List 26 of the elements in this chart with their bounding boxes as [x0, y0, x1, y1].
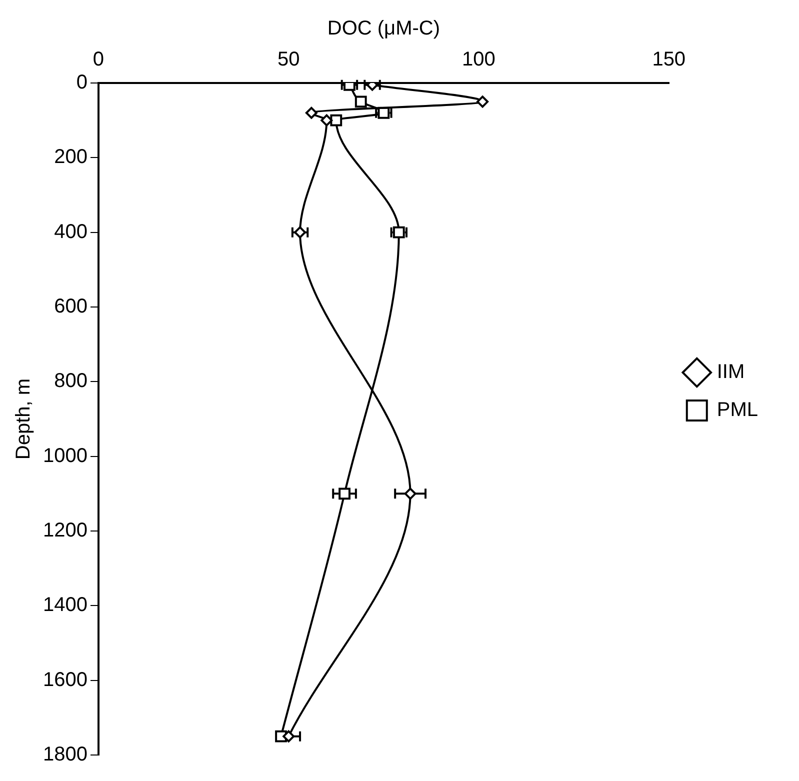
- point: [354, 96, 367, 108]
- y-tick-label: 1000: [42, 444, 88, 467]
- y-tick-label: 400: [54, 220, 88, 243]
- y-tick-label: 1600: [42, 668, 88, 691]
- y-tick-label: 0: [76, 72, 88, 94]
- x-tick-label: 0: [92, 48, 104, 71]
- x-tick-label: 100: [462, 48, 496, 71]
- point: [320, 114, 333, 126]
- y-tick-label: 200: [54, 146, 88, 168]
- y-tick-label: 1200: [42, 520, 88, 542]
- point: [338, 488, 350, 500]
- x-tick-label: 50: [277, 48, 300, 71]
- point: [305, 106, 318, 119]
- y-tick-label: 1800: [42, 744, 88, 766]
- x-axis-title: DOC (μM-C): [327, 18, 440, 40]
- point: [476, 96, 489, 108]
- point: [404, 488, 416, 500]
- point: [330, 114, 342, 126]
- legend-label: PML: [716, 399, 758, 422]
- y-tick-label: 1400: [42, 594, 88, 616]
- y-tick-label: 800: [54, 370, 88, 392]
- x-tick-label: 150: [652, 48, 686, 71]
- point: [282, 730, 295, 742]
- legend-label: IIM: [716, 361, 745, 384]
- y-axis-title: Depth, m: [12, 378, 35, 460]
- y-tick-label: 600: [54, 296, 88, 318]
